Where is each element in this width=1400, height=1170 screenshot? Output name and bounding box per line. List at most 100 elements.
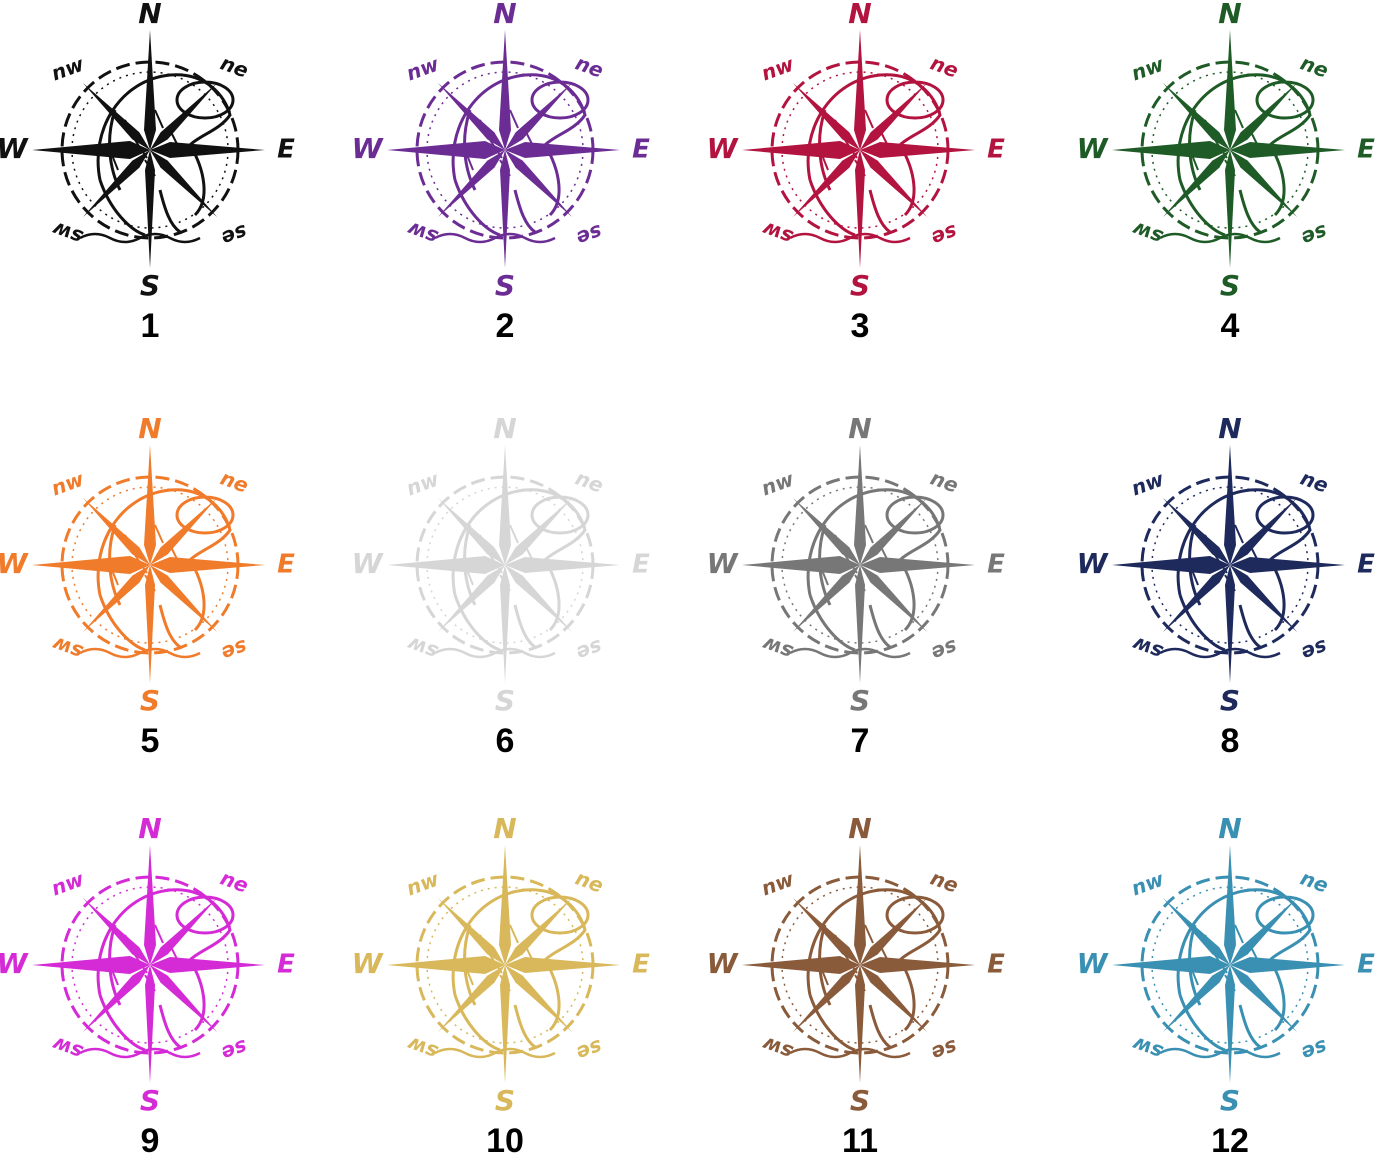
dog-fur — [1189, 109, 1259, 177]
compass-design: N S W Enw ne sw se 1 — [0, 0, 295, 345]
direction-label: S — [1220, 269, 1240, 302]
dog-fur — [819, 924, 889, 992]
direction-label: ne — [572, 51, 606, 83]
direction-label: E — [277, 950, 295, 980]
direction-label: ne — [572, 866, 606, 898]
star-point-diagonal — [505, 965, 573, 1033]
dog-head — [530, 80, 590, 120]
direction-label: W — [352, 547, 384, 580]
dog-body — [1176, 73, 1312, 237]
ground — [434, 232, 556, 244]
star-point-s — [855, 150, 865, 268]
ground — [1159, 1047, 1281, 1059]
ground — [789, 232, 911, 244]
star-point-w — [742, 956, 860, 974]
star-point-s — [500, 150, 510, 268]
star-point-w — [387, 956, 505, 974]
star-point-s — [855, 965, 865, 1083]
ground — [79, 1047, 201, 1059]
star-point-n — [1224, 445, 1236, 565]
direction-label: W — [707, 947, 739, 980]
direction-label: S — [1220, 684, 1240, 717]
direction-label: se — [928, 635, 960, 666]
direction-label: ne — [572, 466, 606, 498]
direction-label: ne — [927, 866, 961, 898]
direction-label: nw — [403, 52, 442, 86]
direction-label: sw — [49, 217, 86, 250]
direction-label: sw — [1129, 1032, 1166, 1065]
direction-label: nw — [758, 867, 797, 901]
star-point-diagonal — [505, 897, 573, 965]
direction-label: S — [495, 684, 515, 717]
ground — [789, 1047, 911, 1059]
star-point-e — [1230, 957, 1345, 973]
dog-head — [885, 80, 945, 120]
dog-body — [451, 488, 587, 652]
direction-label: N — [493, 812, 516, 845]
direction-label: sw — [759, 217, 796, 250]
star-point-diagonal — [150, 150, 218, 218]
direction-label: sw — [759, 1032, 796, 1065]
star-point-s — [145, 565, 155, 683]
dog-fur — [464, 524, 534, 592]
star-point-diagonal — [505, 82, 573, 150]
star-point-w — [32, 141, 150, 159]
direction-label: nw — [1128, 867, 1167, 901]
star-point-diagonal — [1230, 965, 1298, 1033]
compass-design: N S W Enw ne sw se 5 — [0, 412, 295, 760]
direction-label: W — [707, 132, 739, 165]
direction-label: nw — [48, 467, 87, 501]
direction-label: N — [138, 412, 161, 445]
direction-label: ne — [217, 866, 251, 898]
direction-label: N — [848, 412, 871, 445]
star-point-diagonal — [1230, 897, 1298, 965]
direction-label: se — [573, 220, 605, 251]
dog-head — [530, 495, 590, 535]
direction-label: E — [632, 950, 650, 980]
star-point-s — [500, 965, 510, 1083]
direction-label: ne — [1297, 466, 1331, 498]
star-point-s — [500, 565, 510, 683]
dog-head — [530, 895, 590, 935]
direction-label: W — [352, 947, 384, 980]
star-point-diagonal — [1162, 82, 1230, 150]
star-point-e — [150, 557, 265, 573]
design-number: 10 — [486, 1122, 524, 1160]
star-point-w — [387, 141, 505, 159]
direction-label: nw — [403, 867, 442, 901]
direction-label: E — [987, 135, 1005, 165]
direction-label: nw — [48, 867, 87, 901]
direction-label: nw — [1128, 467, 1167, 501]
direction-label: ne — [1297, 866, 1331, 898]
star-point-diagonal — [1230, 82, 1298, 150]
star-point-e — [1230, 557, 1345, 573]
compass-design: N S W Enw ne sw se 11 — [707, 812, 1006, 1160]
direction-label: sw — [404, 217, 441, 250]
direction-label: sw — [49, 1032, 86, 1065]
dog-body — [1176, 888, 1312, 1052]
star-point-diagonal — [150, 565, 218, 633]
star-point-s — [145, 965, 155, 1083]
design-number: 8 — [1221, 722, 1240, 760]
star-point-e — [505, 557, 620, 573]
direction-label: ne — [927, 51, 961, 83]
dog-body — [806, 73, 942, 237]
direction-label: S — [140, 1084, 160, 1117]
direction-label: se — [928, 1035, 960, 1066]
compass-design: N S W Enw ne sw se 7 — [707, 412, 1006, 760]
star-point-e — [860, 142, 975, 158]
direction-label: W — [0, 947, 29, 980]
dog-head — [175, 80, 235, 120]
direction-label: S — [140, 684, 160, 717]
star-point-w — [742, 556, 860, 574]
star-point-w — [387, 556, 505, 574]
star-point-w — [742, 141, 860, 159]
star-point-w — [32, 956, 150, 974]
design-number: 12 — [1211, 1122, 1249, 1160]
dog-head — [175, 895, 235, 935]
star-point-diagonal — [792, 897, 860, 965]
direction-label: N — [848, 812, 871, 845]
star-point-diagonal — [1162, 897, 1230, 965]
star-point-e — [1230, 142, 1345, 158]
direction-label: E — [1357, 550, 1375, 580]
